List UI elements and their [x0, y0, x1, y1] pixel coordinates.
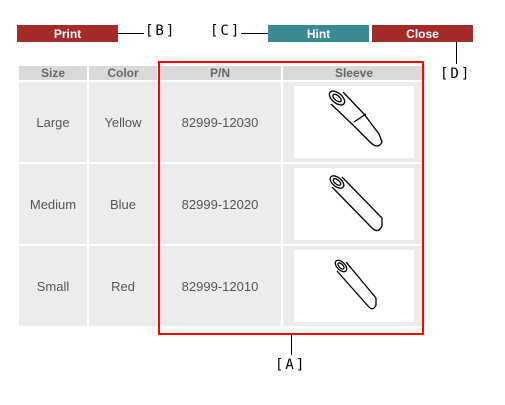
print-button[interactable]: Print	[17, 25, 118, 42]
header-sleeve: Sleeve	[283, 66, 425, 80]
sleeve-small-icon	[334, 259, 377, 310]
callout-c: [C]	[210, 23, 242, 39]
cell-color: Yellow	[89, 82, 157, 162]
cell-pn: 82999-12010	[159, 246, 281, 326]
hint-button[interactable]: Hint	[268, 25, 369, 42]
sleeve-large-icon	[328, 90, 383, 147]
callout-b-line	[118, 33, 144, 34]
cell-color: Red	[89, 246, 157, 326]
header-pn: P/N	[159, 66, 281, 80]
table-row: Large Yellow 82999-12030	[19, 82, 425, 162]
callout-a: [A]	[275, 357, 307, 373]
callout-d: [D]	[440, 66, 472, 82]
cell-size: Medium	[19, 164, 87, 244]
cell-pn: 82999-12020	[159, 164, 281, 244]
close-button[interactable]: Close	[372, 25, 473, 42]
callout-c-line	[241, 33, 268, 34]
table-row: Medium Blue 82999-12020	[19, 164, 425, 244]
header-size: Size	[19, 66, 87, 80]
callout-b: [B]	[145, 23, 177, 39]
cell-size: Large	[19, 82, 87, 162]
callout-d-line	[456, 42, 457, 64]
cell-sleeve	[283, 164, 425, 244]
table-row: Small Red 82999-12010	[19, 246, 425, 326]
parts-table: Size Color P/N Sleeve Large Yellow 82999…	[17, 64, 427, 328]
header-color: Color	[89, 66, 157, 80]
sleeve-medium-icon	[329, 175, 383, 232]
cell-pn: 82999-12030	[159, 82, 281, 162]
callout-a-line	[291, 335, 292, 355]
cell-size: Small	[19, 246, 87, 326]
cell-color: Blue	[89, 164, 157, 244]
cell-sleeve	[283, 82, 425, 162]
cell-sleeve	[283, 246, 425, 326]
